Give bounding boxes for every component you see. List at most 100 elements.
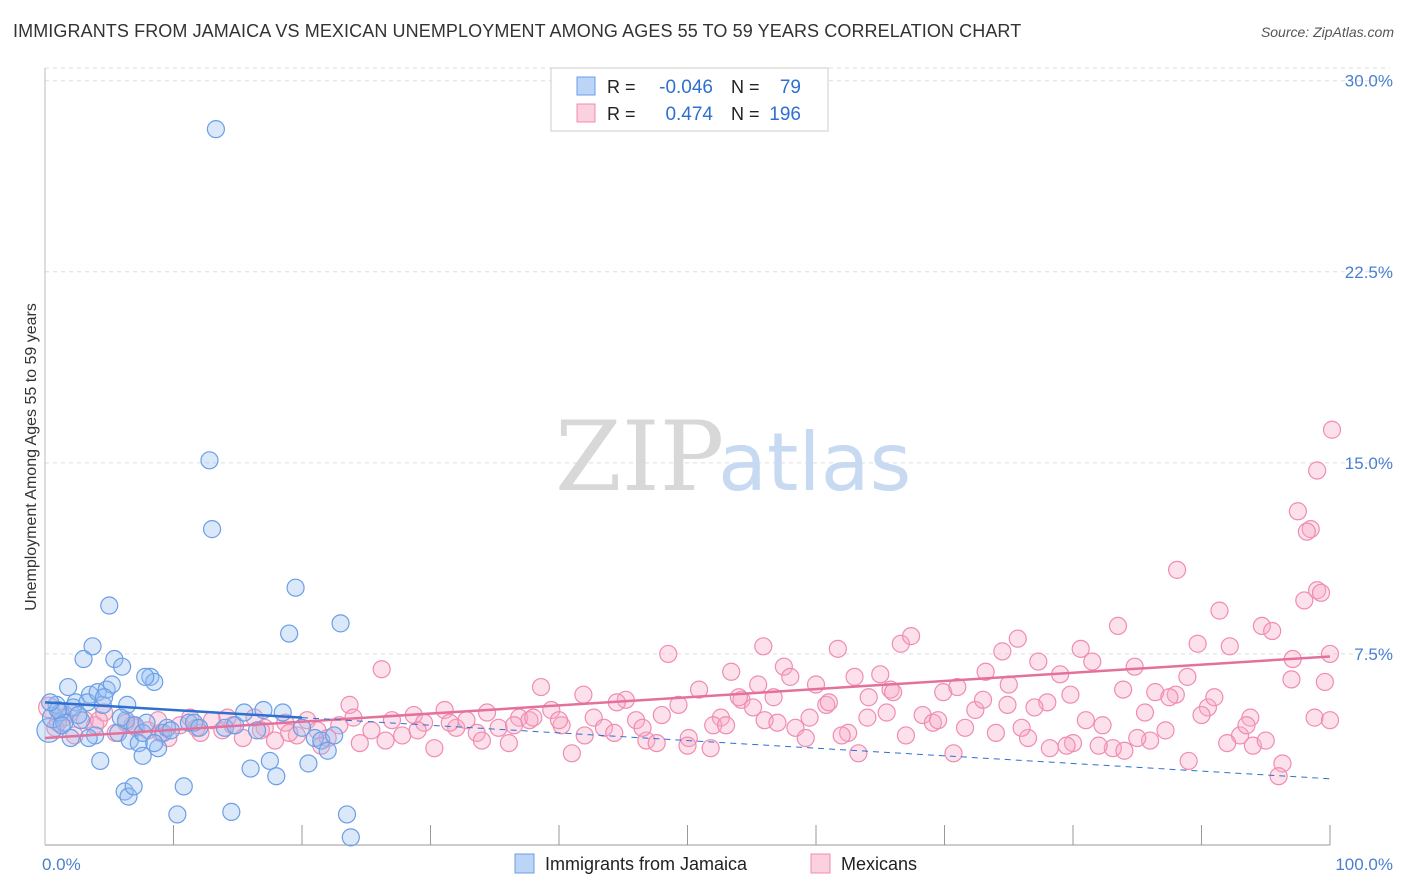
jamaica-trend-line — [44, 701, 303, 719]
mexicans-point-72 — [796, 728, 815, 748]
mexicans-point-56 — [626, 711, 646, 730]
mexicans-point-124 — [1115, 741, 1134, 760]
mexicans-point-108 — [1178, 667, 1197, 686]
mexicans-point-140 — [704, 716, 723, 735]
mexicans-point-173 — [1308, 461, 1327, 480]
jamaica-point-74 — [69, 705, 88, 725]
jamaica-point-68 — [325, 726, 344, 745]
jamaica-point-1 — [41, 706, 64, 729]
mexicans-point-180 — [1108, 616, 1128, 636]
jamaica-point-50 — [206, 120, 226, 139]
mexicans-point-184 — [999, 675, 1018, 694]
mexicans-point-161 — [89, 711, 109, 730]
mexicans-point-147 — [524, 708, 543, 727]
jamaica-point-52 — [222, 802, 241, 821]
mexicans-point-85 — [934, 683, 953, 702]
mexicans-point-194 — [749, 675, 768, 694]
mexicans-point-78 — [859, 688, 878, 707]
mexicans-point-32 — [372, 660, 391, 679]
mexicans-point-136 — [832, 726, 851, 745]
mexicans-point-102 — [1114, 680, 1133, 699]
mexicans-point-139 — [729, 688, 749, 707]
mexicans-point-142 — [652, 705, 671, 725]
jamaica-point-25 — [125, 716, 145, 735]
mexicans-point-94 — [1029, 652, 1048, 671]
jamaica-point-54 — [235, 703, 254, 722]
mexicans-trend-line — [44, 655, 1331, 740]
mexicans-point-101 — [1103, 739, 1122, 758]
mexicans-point-74 — [817, 695, 836, 714]
legend-n-value-1: 79 — [780, 77, 801, 98]
jamaica-point-75 — [79, 728, 98, 748]
jamaica-point-49 — [202, 520, 222, 539]
mexicans-point-34 — [393, 726, 412, 745]
jamaica-points — [36, 120, 360, 847]
mexicans-point-141 — [678, 736, 697, 755]
mexicans-point-175 — [1237, 716, 1256, 735]
mexicans-point-177 — [1179, 751, 1198, 771]
mexicans-point-143 — [633, 718, 652, 737]
mexicans-point-193 — [768, 713, 787, 732]
jamaica-point-14 — [83, 637, 102, 656]
mexicans-point-190 — [845, 667, 864, 686]
legend-r-value-1: -0.046 — [659, 77, 713, 98]
jamaica-point-22 — [112, 657, 132, 676]
mexicans-point-183 — [1025, 698, 1044, 717]
mexicans-point-172 — [1322, 420, 1342, 439]
mexicans-point-30 — [350, 733, 369, 753]
mexicans-point-33 — [382, 711, 402, 730]
mexicans-point-84 — [923, 713, 943, 732]
mexicans-point-134 — [883, 683, 903, 702]
mexicans-point-47 — [531, 677, 551, 697]
mexicans-point-178 — [1160, 688, 1179, 707]
bottom-legend-label-jamaica: Immigrants from Jamaica — [545, 854, 748, 874]
jamaica-point-58 — [260, 751, 279, 771]
bottom-legend: Immigrants from Jamaica Mexicans — [514, 853, 917, 874]
grid-lines — [45, 67, 1390, 655]
mexicans-point-156 — [251, 721, 270, 740]
jamaica-point-69 — [331, 614, 350, 633]
mexicans-point-116 — [1263, 621, 1282, 641]
mexicans-point-107 — [1167, 560, 1187, 579]
mexicans-point-171 — [1320, 644, 1340, 664]
mexicans-point-106 — [1156, 721, 1175, 740]
mexicans-point-42 — [477, 703, 497, 722]
mexicans-point-174 — [1256, 731, 1275, 750]
mexicans-point-131 — [993, 642, 1012, 661]
mexicans-point-62 — [689, 680, 709, 699]
mexicans-point-59 — [659, 644, 678, 664]
mexicans-point-135 — [858, 708, 877, 727]
trend-lines — [44, 655, 1331, 780]
mexicans-point-123 — [1089, 736, 1108, 755]
mexicans-point-169 — [1297, 522, 1316, 541]
mexicans-point-77 — [849, 744, 868, 763]
x-ticks — [173, 825, 1331, 845]
jamaica-point-8 — [59, 677, 78, 697]
mexicans-point-92 — [1008, 629, 1027, 648]
jamaica-point-30 — [145, 672, 164, 692]
mexicans-point-176 — [1205, 688, 1224, 707]
mexicans-point-145 — [575, 726, 594, 745]
mexicans-point-31 — [362, 721, 381, 740]
mexicans-point-130 — [1269, 767, 1288, 786]
mexicans-point-100 — [1093, 716, 1112, 735]
mexicans-point-168 — [1288, 502, 1307, 521]
jamaica-point-55 — [241, 759, 260, 778]
jamaica-point-41 — [136, 667, 155, 686]
mexicans-point-167 — [1311, 583, 1331, 602]
legend-swatch-jamaica — [576, 76, 596, 96]
mexicans-point-103 — [1125, 657, 1144, 676]
mexicans-point-58 — [647, 733, 666, 753]
mexicans-point-51 — [574, 685, 593, 704]
bottom-legend-swatch-jamaica — [514, 853, 535, 874]
legend-n-label-2: N = — [731, 104, 760, 124]
y-tick-label-1: 15.0% — [1345, 454, 1393, 473]
x-tick-label-min: 0.0% — [42, 855, 81, 874]
jamaica-point-56 — [247, 721, 267, 740]
legend-n-value-2: 196 — [769, 104, 801, 125]
mexicans-point-111 — [1210, 601, 1229, 620]
jamaica-point-73 — [52, 716, 71, 735]
mexicans-point-93 — [1018, 728, 1038, 748]
y-tick-label-2: 22.5% — [1345, 263, 1393, 282]
x-tick-label-max: 100.0% — [1335, 855, 1393, 874]
